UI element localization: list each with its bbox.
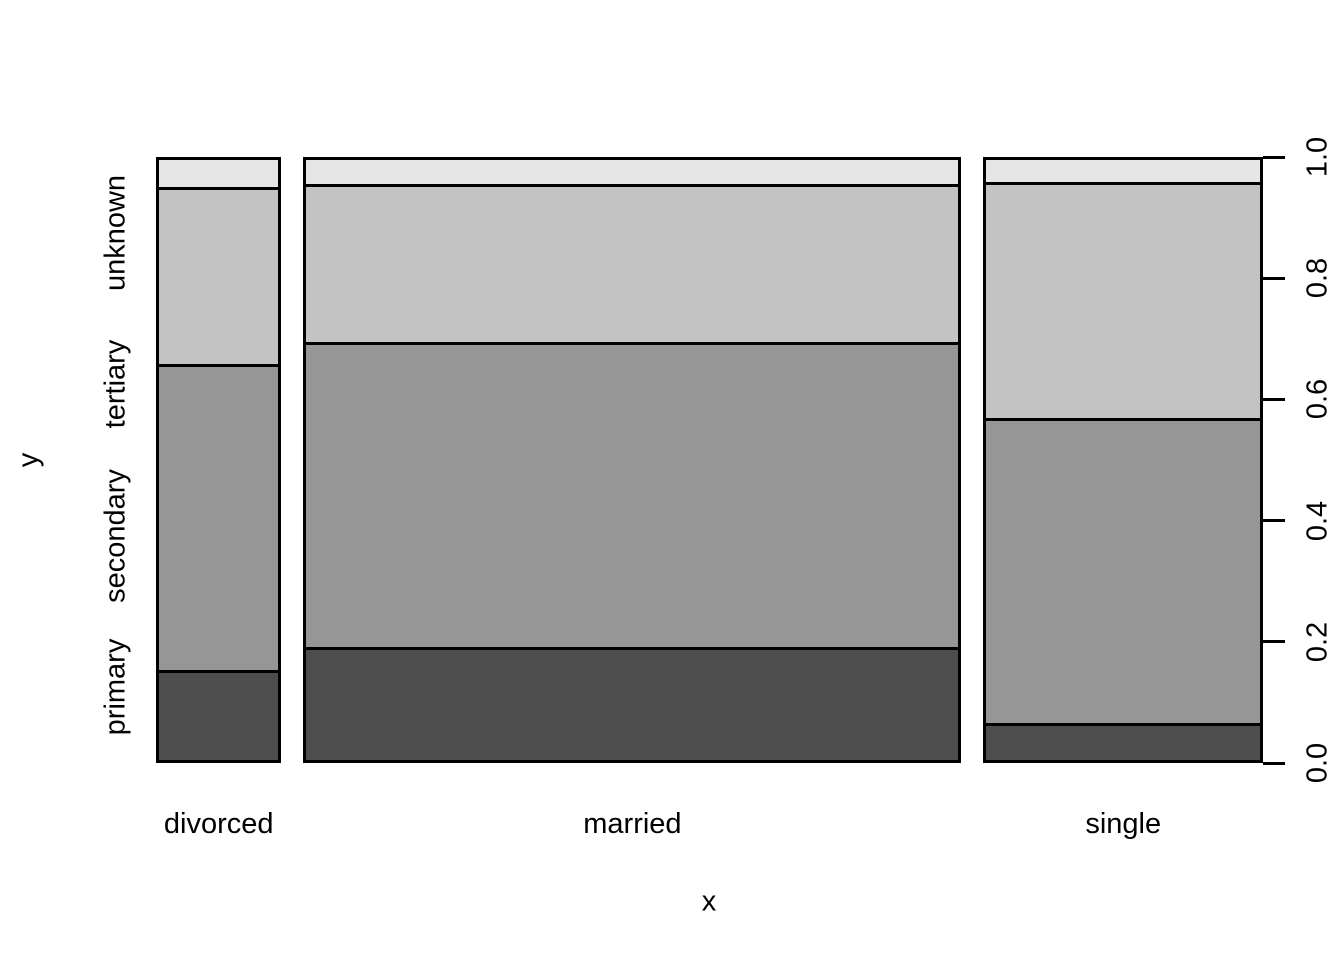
mosaic-segment-single-primary bbox=[986, 723, 1260, 760]
mosaic-segment-divorced-unknown bbox=[159, 160, 279, 187]
y-axis-title: y bbox=[12, 452, 45, 468]
right-axis-tick-0.2 bbox=[1263, 640, 1285, 644]
x-category-label-married: married bbox=[583, 808, 682, 840]
right-axis-line bbox=[1260, 157, 1263, 763]
right-axis-tick-label-0.6: 0.6 bbox=[1301, 379, 1334, 420]
right-axis-tick-0.0 bbox=[1263, 761, 1285, 765]
mosaic-column-married bbox=[303, 157, 962, 763]
right-axis-tick-0.8 bbox=[1263, 276, 1285, 280]
right-axis-tick-label-0.2: 0.2 bbox=[1301, 621, 1334, 662]
y-category-label-secondary: secondary bbox=[99, 468, 132, 603]
mosaic-segment-married-unknown bbox=[306, 160, 959, 184]
mosaic-column-divorced bbox=[156, 157, 282, 763]
y-category-label-primary: primary bbox=[99, 638, 132, 736]
right-axis-tick-label-0.8: 0.8 bbox=[1301, 258, 1334, 299]
plot-area bbox=[156, 157, 1263, 763]
x-category-label-divorced: divorced bbox=[163, 808, 274, 840]
mosaic-segment-single-secondary bbox=[986, 417, 1260, 724]
right-axis-tick-label-0.4: 0.4 bbox=[1301, 500, 1334, 541]
mosaic-segment-married-secondary bbox=[306, 342, 959, 648]
mosaic-segment-married-primary bbox=[306, 647, 959, 760]
mosaic-segment-divorced-primary bbox=[159, 670, 279, 760]
right-axis-tick-1.0 bbox=[1263, 155, 1285, 159]
right-axis-tick-0.6 bbox=[1263, 397, 1285, 401]
right-axis-tick-label-0.0: 0.0 bbox=[1301, 742, 1334, 784]
right-axis-tick-label-1.0: 1.0 bbox=[1301, 136, 1334, 178]
x-axis-title: x bbox=[701, 885, 717, 918]
x-category-label-single: single bbox=[1085, 808, 1162, 840]
right-axis-tick-0.4 bbox=[1263, 519, 1285, 523]
mosaic-segment-divorced-tertiary bbox=[159, 187, 279, 364]
mosaic-segment-single-tertiary bbox=[986, 181, 1260, 418]
mosaic-segment-divorced-secondary bbox=[159, 364, 279, 670]
mosaic-segment-single-unknown bbox=[986, 160, 1260, 182]
y-category-label-unknown: unknown bbox=[99, 174, 132, 291]
mosaic-column-single bbox=[983, 157, 1263, 763]
mosaic-segment-married-tertiary bbox=[306, 184, 959, 343]
y-category-label-tertiary: tertiary bbox=[99, 339, 132, 429]
